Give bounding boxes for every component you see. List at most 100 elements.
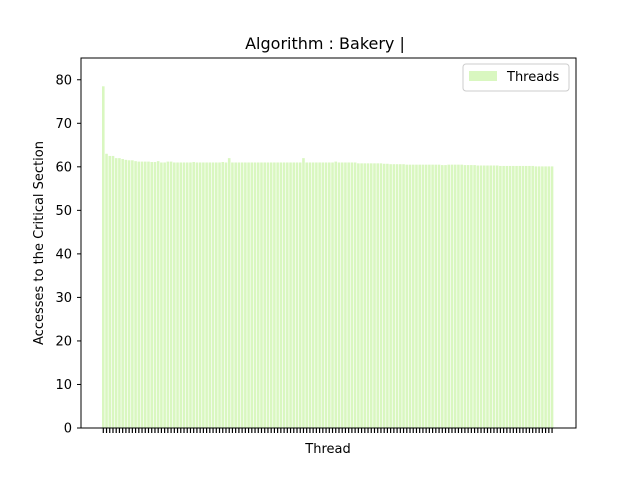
bar — [134, 161, 137, 428]
bar — [463, 165, 467, 428]
chart-title: Algorithm : Bakery | — [245, 34, 405, 53]
bar — [376, 163, 380, 428]
bar — [337, 162, 341, 428]
bar — [534, 166, 538, 428]
y-tick-label: 80 — [55, 73, 72, 88]
bar — [247, 162, 250, 428]
bar — [408, 164, 412, 428]
bar — [524, 165, 528, 428]
bar — [266, 162, 270, 428]
bar — [198, 162, 202, 428]
bar — [208, 162, 212, 428]
bar — [263, 162, 267, 428]
bar — [302, 158, 305, 428]
bar — [292, 162, 296, 428]
bar — [392, 164, 396, 428]
bar — [550, 166, 554, 428]
bar — [441, 165, 444, 428]
bar — [544, 166, 547, 428]
bar — [114, 158, 118, 428]
bar — [163, 162, 166, 428]
bar — [470, 165, 473, 428]
y-axis-label: Accesses to the Critical Section — [32, 141, 47, 345]
bar — [366, 163, 370, 428]
bar — [227, 158, 231, 428]
bar — [537, 166, 541, 428]
bar — [473, 165, 476, 428]
bar — [450, 164, 454, 428]
bar — [279, 162, 283, 428]
bar — [479, 165, 483, 428]
bar — [382, 163, 386, 428]
bar — [244, 162, 247, 428]
y-tick-label: 70 — [55, 117, 72, 132]
bar — [237, 162, 241, 428]
bar — [386, 163, 389, 428]
bar — [218, 162, 221, 428]
bar — [515, 165, 518, 428]
x-tick-marks — [102, 428, 553, 433]
bar — [363, 163, 367, 428]
bar — [499, 165, 502, 428]
bar — [531, 165, 534, 428]
legend: Threads — [462, 63, 570, 92]
bar — [379, 163, 383, 428]
bar — [215, 162, 218, 428]
bar — [399, 164, 402, 428]
bar — [240, 162, 244, 428]
bar — [318, 162, 321, 428]
bar — [173, 162, 176, 428]
bar — [205, 162, 208, 428]
bar — [350, 162, 354, 428]
bar — [395, 164, 399, 428]
bar — [195, 162, 199, 428]
bar — [105, 153, 108, 428]
bar — [369, 163, 373, 428]
bar — [182, 162, 186, 428]
bar — [508, 165, 512, 428]
y-tick-label: 30 — [55, 291, 72, 306]
bar — [118, 158, 121, 428]
bar — [273, 162, 276, 428]
bar — [137, 161, 141, 428]
bar — [121, 158, 124, 429]
bar — [250, 162, 254, 428]
bar — [311, 162, 315, 428]
bar — [402, 164, 405, 428]
bar — [192, 162, 195, 429]
bar — [444, 165, 447, 428]
bar — [512, 165, 515, 428]
legend-label: Threads — [506, 70, 559, 85]
bar — [211, 162, 215, 428]
bar — [286, 162, 289, 428]
bar — [147, 161, 150, 428]
bar — [140, 161, 144, 428]
bar — [373, 163, 376, 428]
bar — [353, 162, 357, 428]
bar — [334, 161, 338, 428]
bar — [405, 164, 409, 428]
bar — [482, 165, 486, 428]
bar — [495, 165, 499, 428]
bar — [111, 155, 115, 428]
bar — [489, 165, 493, 428]
bar — [344, 162, 347, 428]
bar — [340, 162, 344, 428]
bar — [434, 164, 438, 428]
y-tick-label: 20 — [55, 334, 72, 349]
bar — [276, 162, 279, 428]
bar — [150, 162, 154, 429]
bar — [295, 162, 299, 428]
bar — [231, 162, 234, 428]
bar — [347, 162, 350, 428]
bar — [447, 164, 451, 428]
bar — [421, 164, 425, 428]
bar — [124, 159, 128, 429]
bar — [131, 160, 134, 429]
y-tick-label: 60 — [55, 160, 72, 175]
x-axis-label: Thread — [304, 442, 350, 457]
bar — [389, 164, 392, 428]
bar — [143, 161, 147, 428]
bar — [411, 164, 415, 428]
y-tick-label: 50 — [55, 204, 72, 219]
